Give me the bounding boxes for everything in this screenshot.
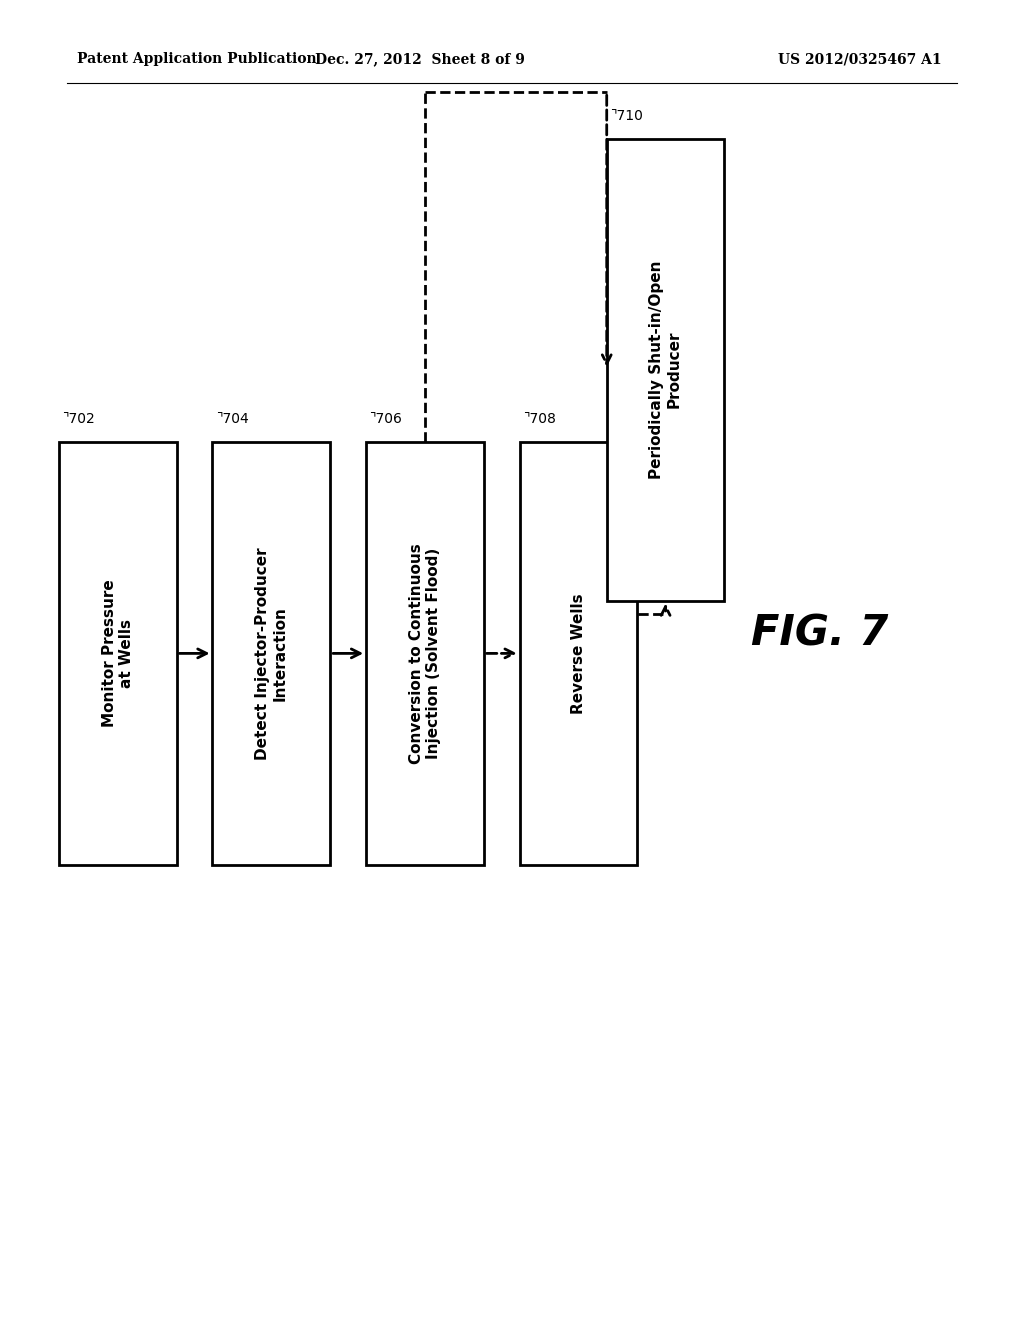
Text: ⌝704: ⌝704	[216, 412, 248, 426]
Text: Detect Injector-Producer
Interaction: Detect Injector-Producer Interaction	[255, 546, 288, 760]
Text: ⌝710: ⌝710	[610, 108, 643, 123]
Text: ⌝708: ⌝708	[522, 412, 556, 426]
Bar	[519, 442, 637, 865]
Bar	[606, 139, 725, 601]
Text: Monitor Pressure
at Wells: Monitor Pressure at Wells	[101, 579, 134, 727]
Text: FIG. 7: FIG. 7	[751, 612, 888, 655]
Bar	[59, 442, 177, 865]
Bar	[213, 442, 330, 865]
Text: ⌝706: ⌝706	[369, 412, 402, 426]
Text: US 2012/0325467 A1: US 2012/0325467 A1	[778, 53, 942, 66]
Text: Conversion to Continuous
Injection (Solvent Flood): Conversion to Continuous Injection (Solv…	[409, 543, 441, 764]
Text: Dec. 27, 2012  Sheet 8 of 9: Dec. 27, 2012 Sheet 8 of 9	[315, 53, 524, 66]
Text: Reverse Wells: Reverse Wells	[571, 593, 586, 714]
Bar	[367, 442, 483, 865]
Text: Periodically Shut-in/Open
Producer: Periodically Shut-in/Open Producer	[649, 260, 682, 479]
Text: ⌝702: ⌝702	[62, 412, 94, 426]
Text: Patent Application Publication: Patent Application Publication	[77, 53, 316, 66]
